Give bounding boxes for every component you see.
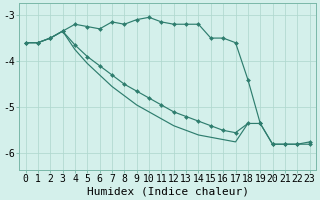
X-axis label: Humidex (Indice chaleur): Humidex (Indice chaleur): [87, 187, 249, 197]
